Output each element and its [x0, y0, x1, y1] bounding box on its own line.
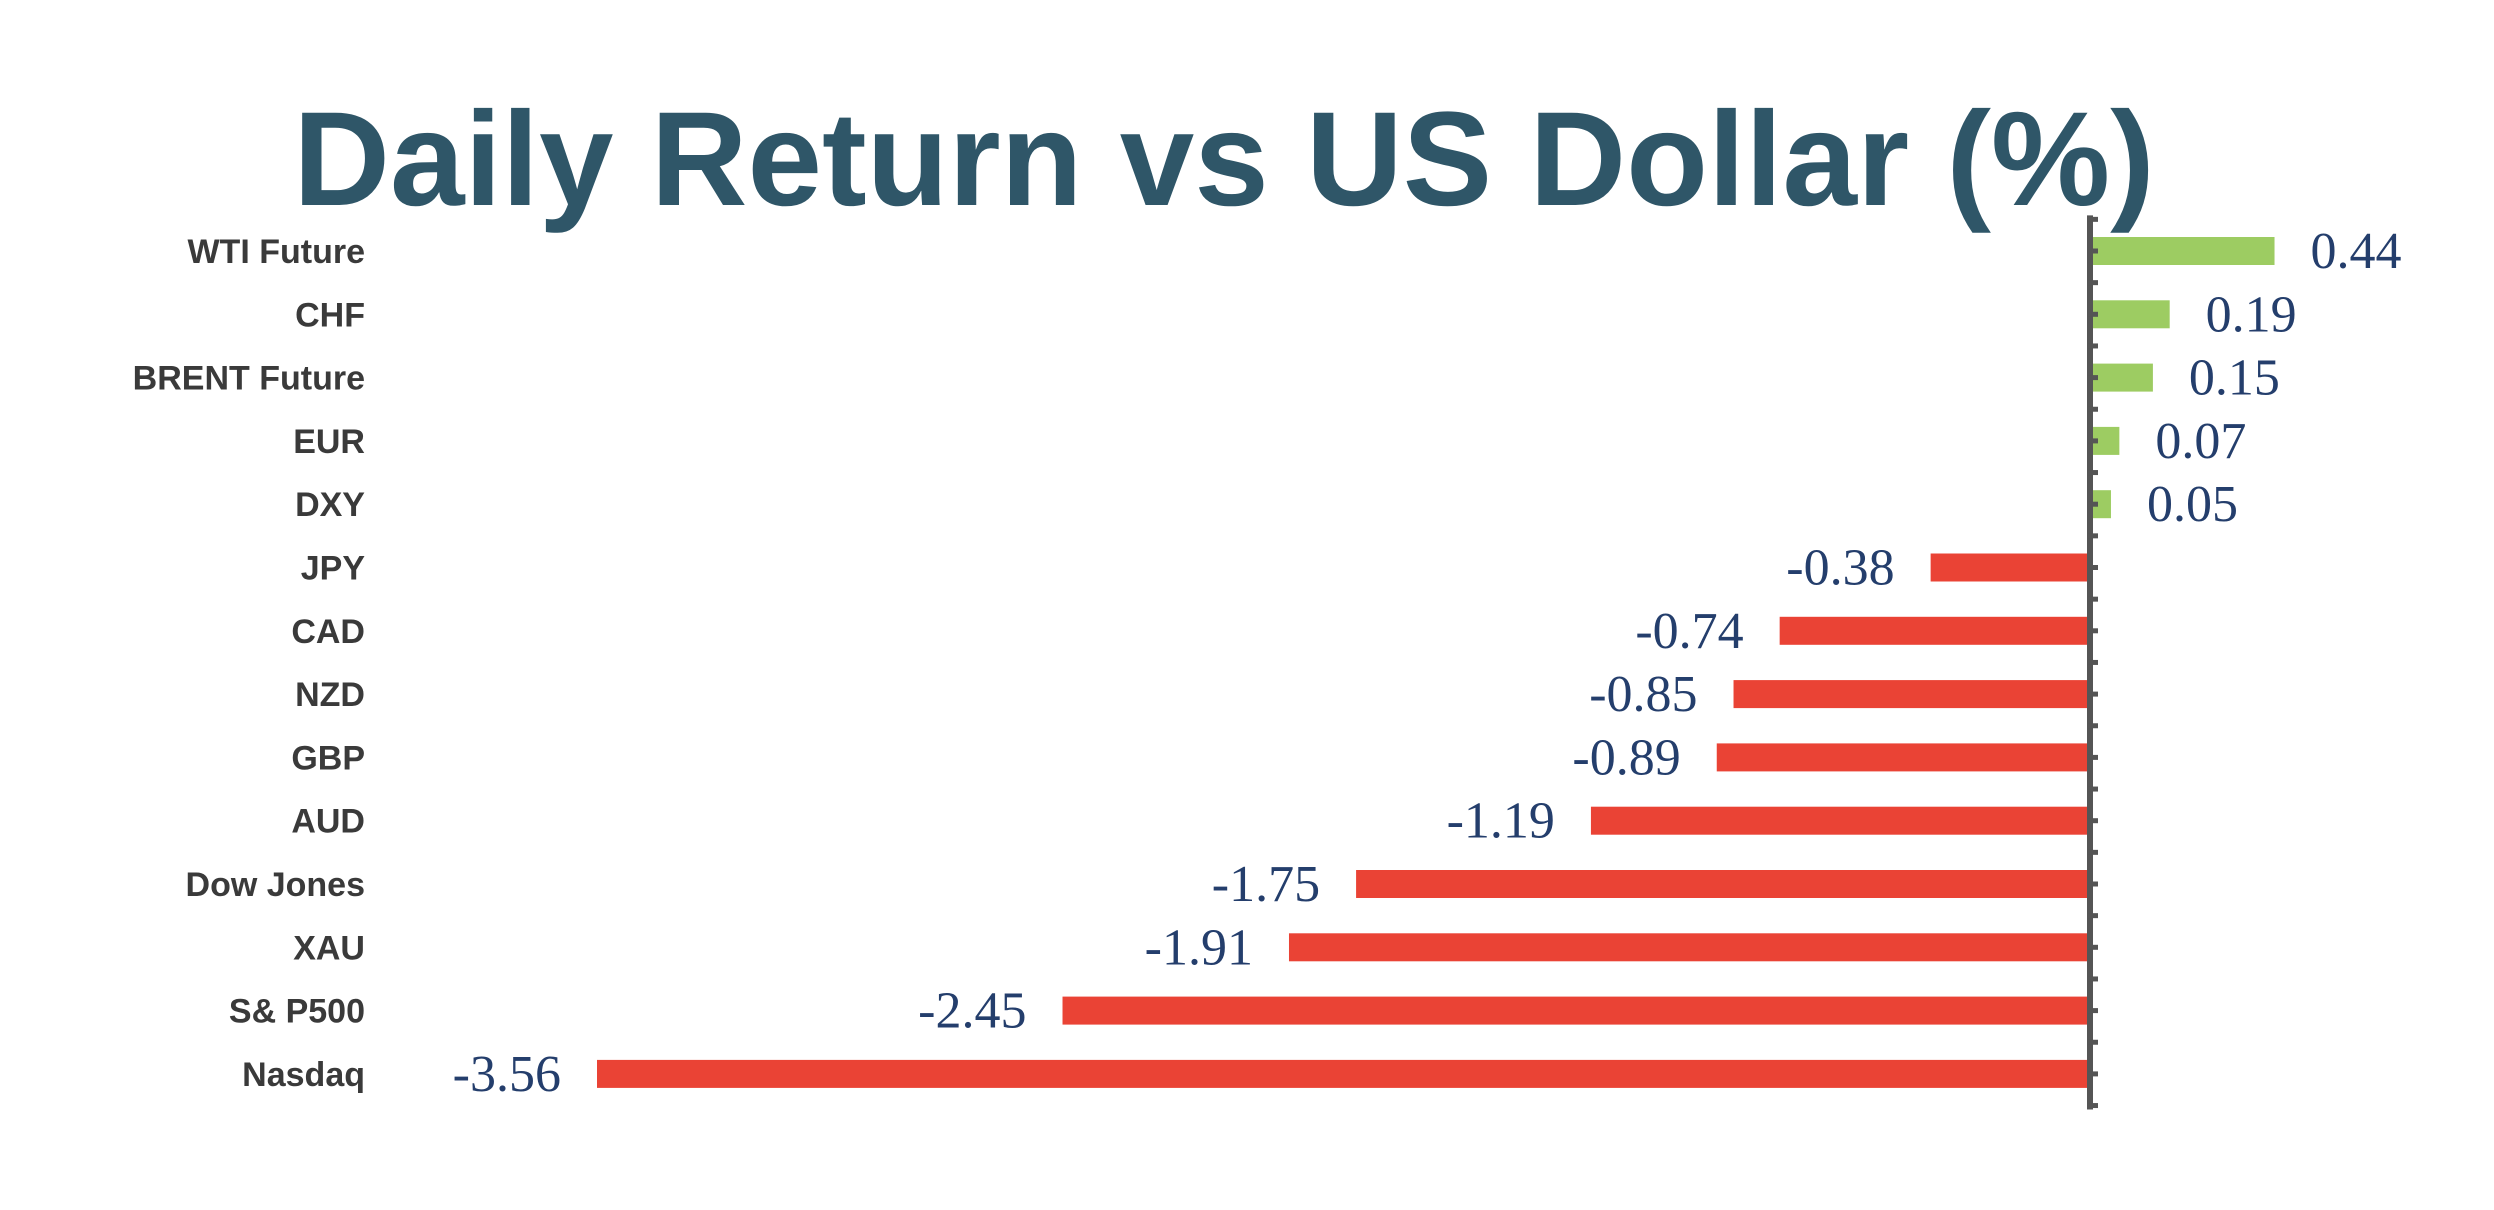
category-label-wti-future: WTI Future [187, 233, 365, 271]
bar-s-p500 [1062, 996, 2090, 1025]
value-label-chf: 0.19 [2206, 286, 2297, 343]
bar-xau [1288, 933, 2090, 962]
value-label-nzd: -0.85 [1589, 666, 1697, 723]
bar-nzd [1733, 680, 2090, 709]
bars-group [597, 237, 2275, 1088]
category-label-brent-future: BRENT Future [133, 360, 365, 398]
value-label-aud: -1.19 [1447, 793, 1555, 850]
value-label-wti-future: 0.44 [2311, 223, 2402, 280]
value-label-eur: 0.07 [2155, 413, 2246, 470]
value-labels-group: 0.440.19 0.15 0.07 0.05 -0.38 -0.74 -0.85 -0.89… [453, 223, 2402, 1103]
category-label-nzd: NZD [295, 676, 365, 714]
category-label-jpy: JPY [301, 550, 366, 588]
value-label-s-p500: -2.45 [918, 983, 1026, 1040]
value-label-cad: -0.74 [1635, 603, 1743, 660]
category-label-xau: XAU [293, 929, 365, 967]
value-label-dow-jones: -1.75 [1212, 856, 1320, 913]
bar-nasdaq [597, 1059, 2090, 1088]
bar-aud [1590, 806, 2090, 835]
value-label-brent-future: 0.15 [2189, 350, 2280, 407]
category-label-dxy: DXY [295, 486, 365, 524]
category-labels-group: WTI Future CHF BRENT Future EUR DXY JPY CAD NZD… [133, 233, 366, 1094]
category-label-cad: CAD [291, 613, 365, 651]
value-label-xau: -1.91 [1145, 919, 1253, 976]
bar-dow-jones [1356, 870, 2090, 898]
value-label-nasdaq: -3.56 [453, 1046, 561, 1103]
zero-axis-group [2087, 215, 2098, 1110]
bar-dxy [2090, 490, 2111, 519]
bar-jpy [1930, 553, 2090, 582]
category-label-nasdaq: Nasdaq [242, 1056, 365, 1094]
value-label-jpy: -0.38 [1786, 540, 1894, 597]
category-label-eur: EUR [293, 423, 365, 461]
category-label-gbp: GBP [291, 739, 365, 777]
value-label-gbp: -0.89 [1572, 729, 1680, 786]
value-label-dxy: 0.05 [2147, 476, 2238, 533]
category-label-s-p500: S& P500 [229, 993, 365, 1031]
category-label-chf: CHF [295, 296, 365, 334]
chart-title: Daily Return vs US Dollar (%) [293, 85, 2155, 234]
category-label-dow-jones: Dow Jones [186, 866, 365, 904]
bar-chf [2090, 300, 2170, 329]
bar-gbp [1716, 743, 2090, 772]
bar-brent-future [2090, 363, 2153, 392]
bar-cad [1779, 616, 2090, 645]
bar-wti-future [2090, 237, 2275, 265]
category-label-aud: AUD [291, 803, 365, 841]
